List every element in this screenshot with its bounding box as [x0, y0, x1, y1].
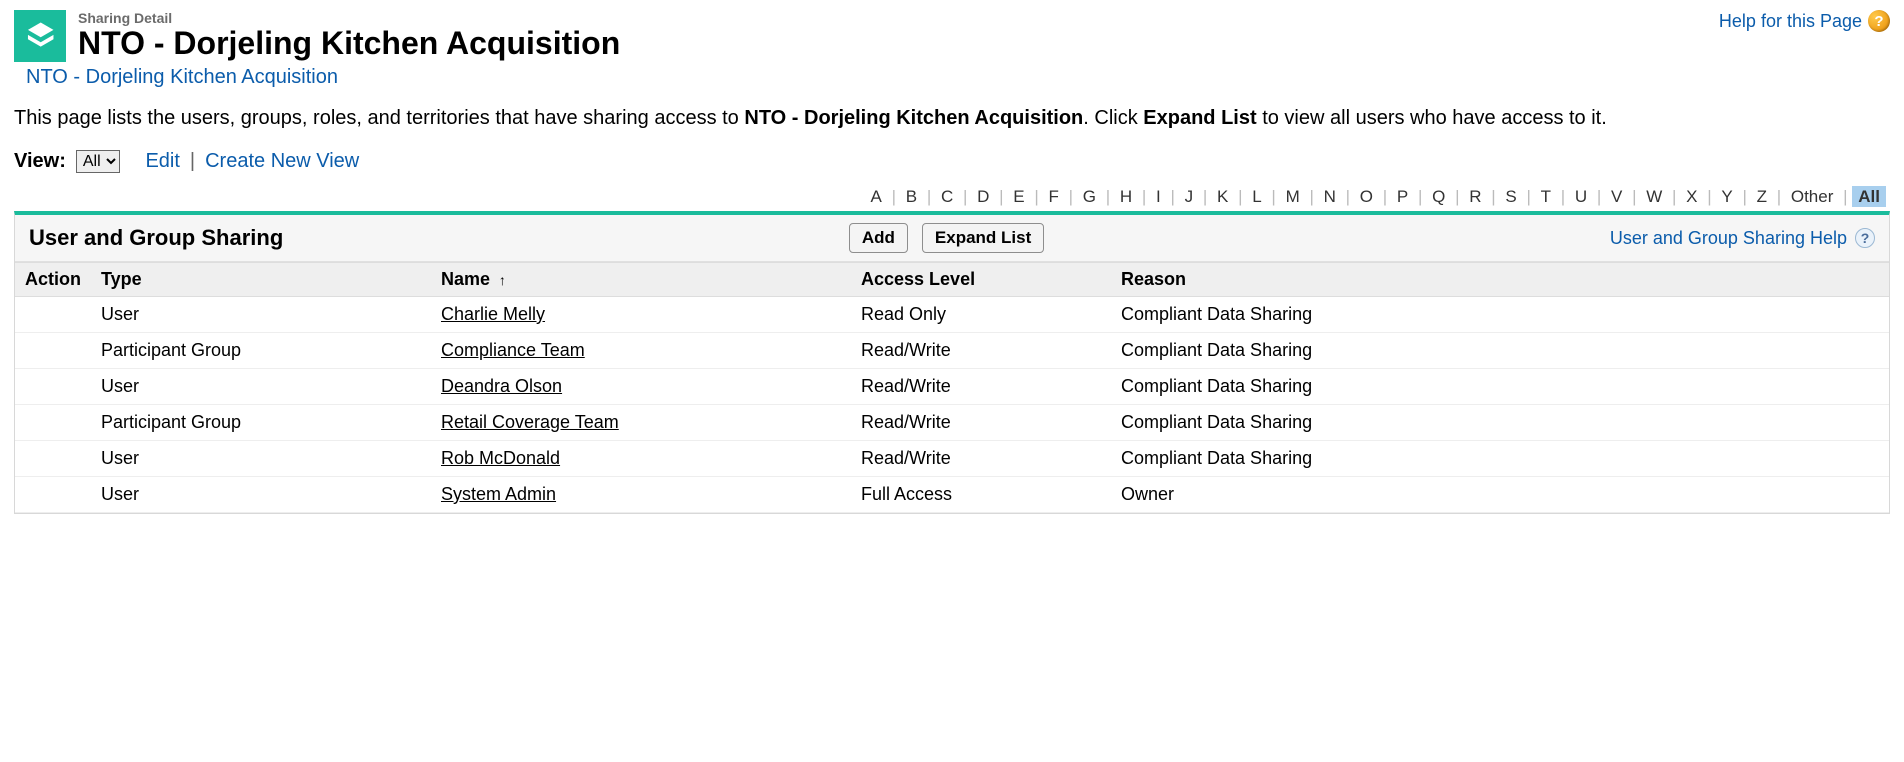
cell-access: Read/Write — [851, 333, 1111, 369]
alpha-letter-s[interactable]: S — [1500, 186, 1521, 207]
alpha-letter-u[interactable]: U — [1570, 186, 1592, 207]
cell-access: Full Access — [851, 477, 1111, 513]
alpha-letter-other[interactable]: Other — [1786, 186, 1839, 207]
cell-type: Participant Group — [91, 405, 431, 441]
cell-access: Read Only — [851, 297, 1111, 333]
alpha-filter: A | B | C | D | E | F | G | H | I | J | … — [14, 187, 1890, 207]
col-name[interactable]: Name ↑ — [431, 263, 851, 297]
panel-title: User and Group Sharing — [29, 225, 283, 251]
sort-asc-icon: ↑ — [495, 272, 506, 288]
table-row: User Rob McDonald Read/WriteCompliant Data… — [15, 441, 1889, 477]
table-row: Participant Group Compliance Team Read/Wri… — [15, 333, 1889, 369]
name-link[interactable]: Rob McDonald — [441, 448, 560, 468]
help-question-icon[interactable]: ? — [1855, 228, 1875, 248]
alpha-letter-d[interactable]: D — [972, 186, 994, 207]
alpha-letter-e[interactable]: E — [1008, 186, 1029, 207]
name-link[interactable]: System Admin — [441, 484, 556, 504]
cell-reason: Compliant Data Sharing — [1111, 369, 1889, 405]
alpha-letter-all[interactable]: All — [1852, 186, 1886, 207]
add-button[interactable]: Add — [849, 223, 908, 253]
table-row: User Deandra Olson Read/WriteCompliant Dat… — [15, 369, 1889, 405]
cell-reason: Owner — [1111, 477, 1889, 513]
expand-list-button[interactable]: Expand List — [922, 223, 1044, 253]
breadcrumb: NTO - Dorjeling Kitchen Acquisition — [26, 66, 1890, 89]
col-action: Action — [15, 263, 91, 297]
name-link[interactable]: Retail Coverage Team — [441, 412, 619, 432]
alpha-letter-r[interactable]: R — [1464, 186, 1486, 207]
alpha-letter-x[interactable]: X — [1681, 186, 1702, 207]
table-row: Participant Group Retail Coverage Team Rea… — [15, 405, 1889, 441]
alpha-letter-v[interactable]: V — [1606, 186, 1627, 207]
page-type-label: Sharing Detail — [78, 10, 1719, 26]
alpha-letter-j[interactable]: J — [1180, 186, 1199, 207]
cell-action — [15, 369, 91, 405]
help-icon[interactable]: ? — [1868, 10, 1890, 32]
alpha-letter-p[interactable]: P — [1392, 186, 1413, 207]
alpha-letter-z[interactable]: Z — [1752, 186, 1772, 207]
view-label: View: — [14, 150, 66, 173]
col-reason: Reason — [1111, 263, 1889, 297]
col-access: Access Level — [851, 263, 1111, 297]
alpha-letter-q[interactable]: Q — [1427, 186, 1450, 207]
alpha-letter-b[interactable]: B — [901, 186, 922, 207]
table-row: User System Admin Full AccessOwner — [15, 477, 1889, 513]
alpha-letter-t[interactable]: T — [1536, 186, 1556, 207]
alpha-letter-a[interactable]: A — [866, 186, 887, 207]
cell-access: Read/Write — [851, 441, 1111, 477]
breadcrumb-link[interactable]: NTO - Dorjeling Kitchen Acquisition — [26, 66, 338, 88]
cell-type: User — [91, 477, 431, 513]
alpha-letter-w[interactable]: W — [1641, 186, 1667, 207]
cell-type: Participant Group — [91, 333, 431, 369]
alpha-letter-i[interactable]: I — [1151, 186, 1166, 207]
alpha-letter-k[interactable]: K — [1212, 186, 1233, 207]
name-link[interactable]: Charlie Melly — [441, 304, 545, 324]
alpha-letter-f[interactable]: F — [1044, 186, 1064, 207]
cell-name: Retail Coverage Team — [431, 405, 851, 441]
cell-type: User — [91, 369, 431, 405]
alpha-letter-y[interactable]: Y — [1716, 186, 1737, 207]
create-new-view-link[interactable]: Create New View — [205, 150, 359, 173]
cell-name: System Admin — [431, 477, 851, 513]
cell-access: Read/Write — [851, 405, 1111, 441]
page-title: NTO - Dorjeling Kitchen Acquisition — [78, 26, 1719, 61]
cell-reason: Compliant Data Sharing — [1111, 333, 1889, 369]
record-icon — [14, 10, 66, 62]
cell-access: Read/Write — [851, 369, 1111, 405]
table-row: User Charlie Melly Read OnlyCompliant Data… — [15, 297, 1889, 333]
cell-name: Rob McDonald — [431, 441, 851, 477]
alpha-letter-n[interactable]: N — [1319, 186, 1341, 207]
sharing-panel: User and Group Sharing Add Expand List U… — [14, 211, 1890, 514]
view-select[interactable]: All — [76, 150, 120, 173]
cell-action — [15, 477, 91, 513]
cell-type: User — [91, 441, 431, 477]
edit-view-link[interactable]: Edit — [145, 150, 179, 173]
alpha-letter-m[interactable]: M — [1281, 186, 1305, 207]
cell-reason: Compliant Data Sharing — [1111, 405, 1889, 441]
cell-action — [15, 333, 91, 369]
col-type: Type — [91, 263, 431, 297]
cell-reason: Compliant Data Sharing — [1111, 441, 1889, 477]
cell-action — [15, 297, 91, 333]
alpha-letter-g[interactable]: G — [1078, 186, 1101, 207]
cell-name: Deandra Olson — [431, 369, 851, 405]
alpha-letter-l[interactable]: L — [1247, 186, 1266, 207]
name-link[interactable]: Deandra Olson — [441, 376, 562, 396]
cell-type: User — [91, 297, 431, 333]
cell-action — [15, 441, 91, 477]
panel-help-link[interactable]: User and Group Sharing Help — [1610, 228, 1847, 249]
alpha-letter-o[interactable]: O — [1355, 186, 1378, 207]
help-for-page-link[interactable]: Help for this Page — [1719, 11, 1862, 32]
alpha-letter-h[interactable]: H — [1115, 186, 1137, 207]
alpha-letter-c[interactable]: C — [936, 186, 958, 207]
cell-name: Compliance Team — [431, 333, 851, 369]
cell-action — [15, 405, 91, 441]
page-description: This page lists the users, groups, roles… — [14, 105, 1890, 132]
name-link[interactable]: Compliance Team — [441, 340, 585, 360]
cell-name: Charlie Melly — [431, 297, 851, 333]
cell-reason: Compliant Data Sharing — [1111, 297, 1889, 333]
